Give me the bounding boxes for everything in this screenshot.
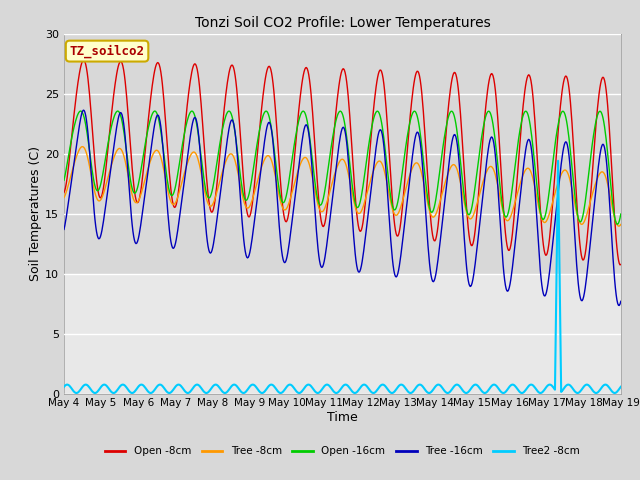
- Title: Tonzi Soil CO2 Profile: Lower Temperatures: Tonzi Soil CO2 Profile: Lower Temperatur…: [195, 16, 490, 30]
- Tree -8cm: [614, 223, 622, 229]
- Open -16cm: [614, 221, 621, 227]
- Open -16cm: [411, 108, 419, 114]
- Open -8cm: [428, 220, 435, 226]
- Line: Tree2 -8cm: Tree2 -8cm: [64, 161, 621, 393]
- Tree2 -8cm: [617, 384, 625, 390]
- Open -8cm: [617, 262, 625, 267]
- Open -8cm: [60, 190, 68, 195]
- Bar: [64, 274, 621, 394]
- Tree -8cm: [60, 194, 68, 200]
- Open -16cm: [428, 209, 435, 215]
- Open -16cm: [185, 113, 193, 119]
- Tree -16cm: [60, 227, 68, 232]
- Tree -16cm: [185, 145, 193, 151]
- Line: Tree -16cm: Tree -16cm: [64, 110, 621, 305]
- Tree2 -8cm: [185, 390, 193, 396]
- Tree -8cm: [411, 161, 419, 167]
- Line: Open -8cm: Open -8cm: [64, 60, 621, 265]
- Tree -16cm: [428, 273, 435, 278]
- Tree -8cm: [70, 161, 78, 167]
- Tree -16cm: [79, 108, 87, 113]
- Legend: Open -8cm, Tree -8cm, Open -16cm, Tree -16cm, Tree2 -8cm: Open -8cm, Tree -8cm, Open -16cm, Tree -…: [100, 442, 584, 460]
- Tree -8cm: [79, 144, 86, 149]
- Tree2 -8cm: [128, 390, 136, 396]
- Open -16cm: [214, 152, 222, 158]
- Tree2 -8cm: [60, 384, 68, 390]
- Open -16cm: [151, 108, 159, 114]
- Tree -16cm: [411, 137, 419, 143]
- Open -8cm: [79, 57, 87, 63]
- Open -8cm: [70, 111, 78, 117]
- Tree -16cm: [616, 302, 623, 308]
- Tree -8cm: [214, 185, 222, 191]
- Open -8cm: [214, 170, 222, 176]
- Tree2 -8cm: [411, 386, 419, 392]
- X-axis label: Time: Time: [327, 411, 358, 424]
- Tree -8cm: [185, 156, 193, 162]
- Text: TZ_soilco2: TZ_soilco2: [70, 44, 145, 58]
- Tree2 -8cm: [428, 389, 435, 395]
- Bar: [64, 34, 621, 274]
- Open -8cm: [411, 75, 419, 81]
- Open -16cm: [617, 211, 625, 217]
- Tree2 -8cm: [554, 158, 562, 164]
- Open -16cm: [70, 124, 78, 130]
- Tree -8cm: [128, 192, 136, 198]
- Open -16cm: [60, 177, 68, 183]
- Tree -8cm: [617, 222, 625, 228]
- Tree -8cm: [428, 212, 435, 218]
- Tree -16cm: [128, 222, 136, 228]
- Line: Tree -8cm: Tree -8cm: [64, 146, 621, 226]
- Tree2 -8cm: [214, 383, 222, 389]
- Line: Open -16cm: Open -16cm: [64, 111, 621, 224]
- Tree -16cm: [617, 299, 625, 304]
- Tree -16cm: [70, 160, 78, 166]
- Open -8cm: [616, 262, 624, 268]
- Tree2 -8cm: [109, 390, 117, 396]
- Y-axis label: Soil Temperatures (C): Soil Temperatures (C): [29, 146, 42, 281]
- Tree -16cm: [214, 207, 222, 213]
- Open -8cm: [185, 90, 193, 96]
- Open -16cm: [127, 182, 135, 188]
- Tree2 -8cm: [70, 389, 78, 395]
- Open -8cm: [128, 165, 136, 171]
